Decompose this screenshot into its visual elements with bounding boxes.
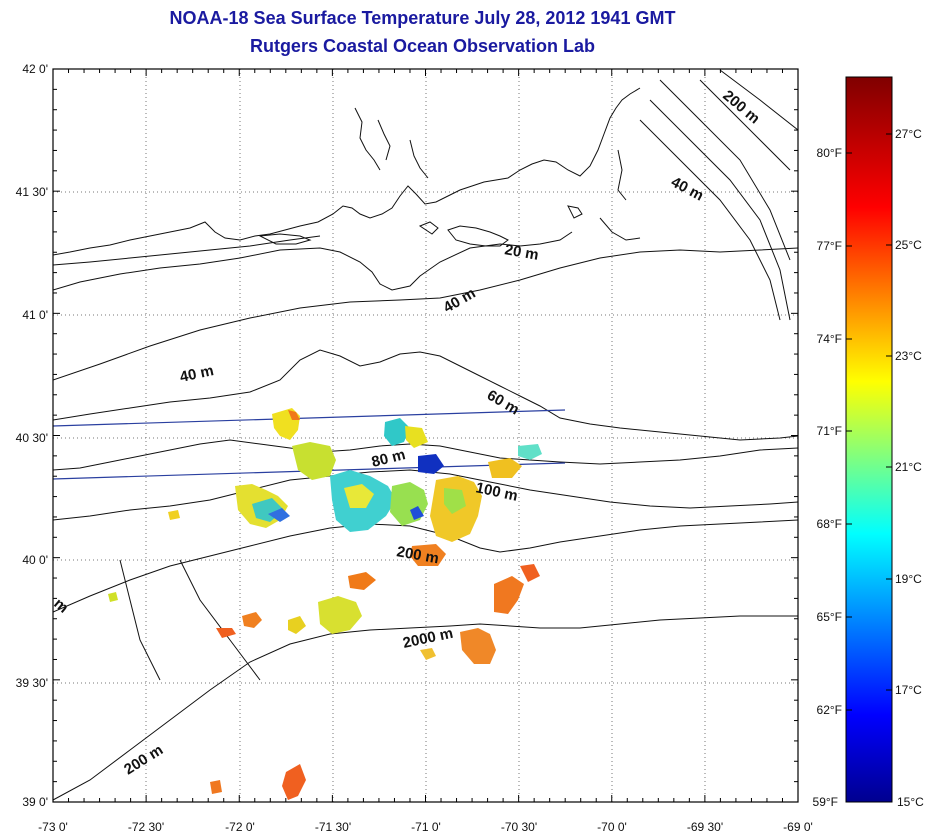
celsius-label: 25°C	[895, 238, 922, 252]
fahrenheit-label: 74°F	[817, 332, 842, 346]
sst-patches	[108, 408, 542, 800]
map-area: 200 m 40 m 20 m 40 m 40 m 60 m 80 m 100 …	[53, 69, 798, 802]
coastline	[53, 87, 641, 256]
contour-label: 2000 m	[401, 625, 454, 652]
frame-ticks	[52, 68, 799, 803]
colorbar: 27°C 25°C 23°C 21°C 19°C 17°C 15°C 80°F …	[813, 76, 924, 809]
map-subtitle: Rutgers Coastal Ocean Observation Lab	[249, 36, 596, 56]
celsius-labels: 27°C 25°C 23°C 21°C 19°C 17°C 15°C	[895, 127, 924, 809]
fahrenheit-label: 62°F	[817, 703, 842, 717]
contour-label: 40 m	[178, 362, 215, 386]
celsius-label: 23°C	[895, 349, 922, 363]
fahrenheit-label: 71°F	[817, 424, 842, 438]
lon-label: -70 0'	[597, 820, 627, 834]
lon-label: -71 0'	[411, 820, 441, 834]
fahrenheit-label: 59°F	[813, 795, 838, 809]
lon-label: -72 30'	[128, 820, 164, 834]
lat-label: 41 0'	[22, 308, 48, 322]
lat-label: 41 30'	[16, 185, 48, 199]
lat-label: 39 30'	[16, 676, 48, 690]
celsius-label: 19°C	[895, 572, 922, 586]
map-title: NOAA-18 Sea Surface Temperature July 28,…	[169, 8, 676, 28]
celsius-label: 15°C	[897, 795, 924, 809]
lon-label: -73 0'	[38, 820, 68, 834]
fahrenheit-label: 80°F	[817, 146, 842, 160]
lon-label: -71 30'	[315, 820, 351, 834]
contour-label: 60 m	[484, 387, 522, 419]
lat-label: 40 30'	[16, 431, 48, 445]
lat-labels: 42 0' 41 30' 41 0' 40 30' 40 0' 39 30' 3…	[16, 62, 48, 809]
contour-label: 20 m	[503, 241, 540, 264]
fahrenheit-label: 65°F	[817, 610, 842, 624]
contour-label: 80 m	[370, 446, 407, 471]
celsius-label: 21°C	[895, 460, 922, 474]
fahrenheit-label: 77°F	[817, 239, 842, 253]
contour-label: 200 m	[121, 741, 166, 778]
colorbar-ticks	[846, 133, 892, 711]
contour-label: 40 m	[668, 174, 706, 205]
lat-label: 39 0'	[22, 795, 48, 809]
lon-label: -72 0'	[225, 820, 255, 834]
fahrenheit-label: 68°F	[817, 517, 842, 531]
lat-label: 42 0'	[22, 62, 48, 76]
lon-label: -69 0'	[783, 820, 813, 834]
lat-label: 40 0'	[22, 553, 48, 567]
celsius-label: 17°C	[895, 683, 922, 697]
lon-label: -69 30'	[687, 820, 723, 834]
celsius-label: 27°C	[895, 127, 922, 141]
lon-labels: -73 0' -72 30' -72 0' -71 30' -71 0' -70…	[38, 820, 813, 834]
lon-label: -70 30'	[501, 820, 537, 834]
fahrenheit-labels: 80°F 77°F 74°F 71°F 68°F 65°F 62°F 59°F	[813, 146, 842, 809]
colorbar-scale	[845, 76, 893, 803]
contour-label: 40 m	[441, 285, 479, 317]
